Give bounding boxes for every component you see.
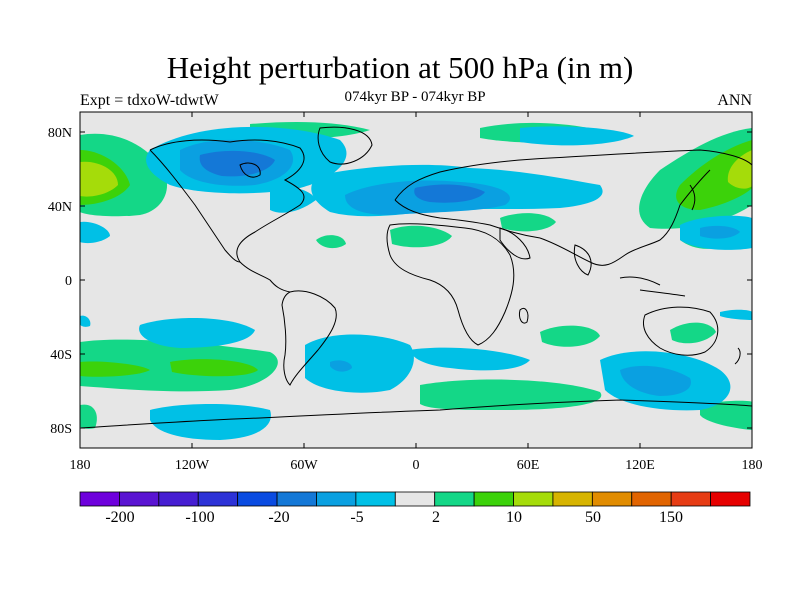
colorbar-box — [473, 491, 514, 507]
lon-tick-label: 60E — [517, 458, 540, 473]
coast-madagascar — [519, 307, 529, 324]
contour-negative-strong — [330, 360, 352, 372]
lon-tick-label: 120E — [625, 458, 655, 473]
colorbar-labels: -200 -100 -20 -5 2 10 50 150 — [105, 509, 683, 526]
colorbar-label: 150 — [659, 509, 683, 526]
lat-tick-label: 40N — [48, 200, 72, 215]
colorbar-box — [355, 491, 396, 507]
contour-negative — [720, 309, 752, 320]
contour-negative — [270, 186, 316, 213]
contour-positive — [670, 322, 716, 344]
lon-tick-label: 180 — [742, 458, 763, 473]
contour-negative — [410, 347, 530, 371]
colorbar-label: -200 — [105, 509, 134, 526]
contour-negative — [305, 334, 414, 393]
contour-positive — [500, 213, 556, 232]
colorbar-box — [158, 491, 199, 507]
map-title: Height perturbation at 500 hPa (in m) — [166, 50, 634, 85]
contour-positive — [80, 404, 97, 429]
experiment-label: Expt = tdxoW-tdwtW — [80, 92, 219, 109]
colorbar-box — [434, 491, 475, 507]
contour-negative-core — [414, 184, 485, 203]
map-subtitle: 074kyr BP - 074kyr BP — [344, 89, 486, 105]
coast-eurasia — [394, 149, 752, 201]
contour-positive — [390, 225, 452, 248]
colorbar-label: -5 — [350, 509, 363, 526]
lat-axis — [80, 131, 752, 429]
lon-tick-label: 180 — [70, 458, 91, 473]
season-label: ANN — [717, 92, 752, 109]
colorbar-box — [552, 491, 593, 507]
colorbar-box — [276, 491, 317, 507]
contour-positive — [316, 235, 346, 249]
colorbar-label: 50 — [585, 509, 601, 526]
colorbar — [79, 491, 751, 507]
coast-north-america-west — [149, 149, 241, 263]
coast-indonesia — [619, 276, 686, 297]
coast-greenland — [317, 126, 373, 165]
coast-japan — [689, 184, 696, 211]
colorbar-box — [631, 491, 672, 507]
colorbar-box — [591, 491, 633, 507]
contour-positive — [700, 400, 752, 430]
contour-positive-strong — [676, 140, 752, 210]
contour-negative-strong — [620, 365, 691, 396]
lat-tick-label: 40S — [50, 348, 72, 363]
colorbar-box — [670, 491, 711, 507]
contour-positive — [540, 325, 600, 347]
lon-tick-label: 120W — [175, 458, 210, 473]
coast-south-america — [281, 290, 337, 386]
colorbar-box — [197, 491, 239, 507]
contour-negative-core — [199, 150, 275, 177]
colorbar-label: -100 — [185, 509, 214, 526]
coast-arabia — [499, 227, 531, 260]
coast-hudson-bay — [239, 162, 261, 178]
lat-tick-label: 80S — [50, 422, 72, 437]
colorbar-box — [710, 491, 751, 507]
contour-negative — [80, 315, 91, 327]
colorbar-box — [79, 491, 120, 507]
contour-positive-strong — [80, 361, 150, 377]
colorbar-label: 10 — [506, 509, 522, 526]
contour-positive-core — [80, 161, 118, 197]
lat-tick-label: 0 — [65, 274, 72, 289]
coast-australia — [643, 306, 719, 356]
coast-new-zealand — [734, 347, 741, 365]
colorbar-box — [119, 491, 160, 507]
contour-negative — [520, 126, 634, 146]
coast-antarctica — [80, 399, 752, 429]
lon-tick-label: 60W — [290, 458, 318, 473]
contour-negative — [139, 318, 255, 348]
colorbar-box — [316, 491, 357, 507]
colorbar-label: 2 — [432, 509, 440, 526]
coast-europe-south — [394, 199, 541, 239]
coast-north-america — [149, 139, 305, 293]
contour-fields — [80, 122, 752, 440]
coast-africa — [386, 223, 515, 346]
contour-positive-core — [727, 150, 752, 189]
contour-negative-strong — [700, 225, 740, 239]
coast-asia-south — [539, 169, 711, 266]
colorbar-box — [394, 491, 436, 507]
lat-tick-label: 80N — [48, 126, 72, 141]
coastlines — [80, 126, 752, 429]
lon-tick-label: 0 — [413, 458, 420, 473]
contour-positive-strong — [170, 359, 258, 377]
colorbar-box — [237, 491, 278, 507]
coast-india — [573, 244, 592, 276]
contour-negative — [150, 404, 271, 440]
lon-axis — [79, 112, 753, 448]
colorbar-box — [513, 491, 554, 507]
colorbar-label: -20 — [268, 509, 289, 526]
contour-negative — [80, 221, 110, 244]
